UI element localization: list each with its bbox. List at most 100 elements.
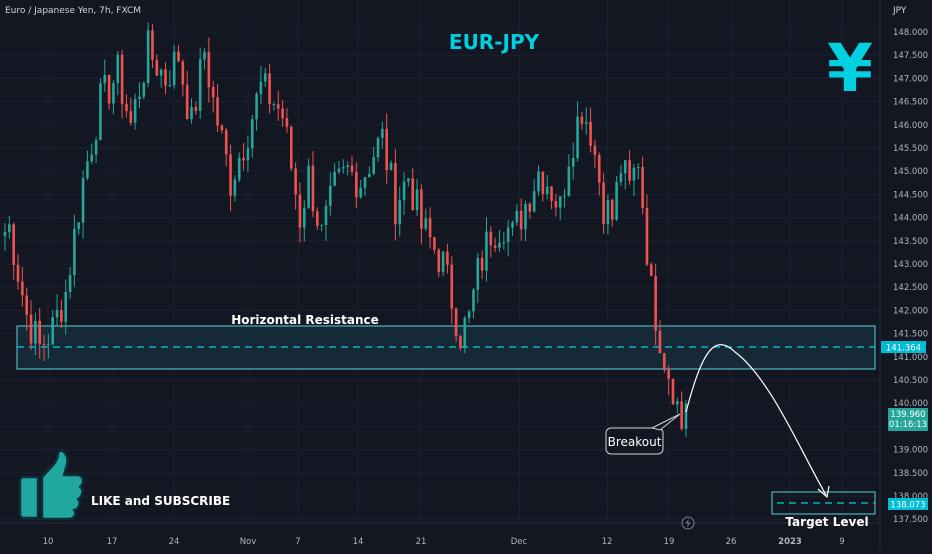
candle-body xyxy=(437,249,441,272)
time-axis[interactable]: 10 17 24 Nov 7 14 21 Dec 12 19 26 2023 9 xyxy=(43,537,845,547)
candle-body xyxy=(112,83,115,104)
time-tick-label: 12 xyxy=(602,537,613,547)
candle-body xyxy=(541,171,545,195)
candle-body xyxy=(459,336,462,349)
candle-body xyxy=(181,61,185,85)
symbol-header[interactable]: Euro / Japanese Yen, 7h, FXCM xyxy=(5,6,141,16)
candle-body xyxy=(337,168,341,172)
candle-body xyxy=(645,208,649,265)
price-tick-label: 140.500 xyxy=(893,376,928,386)
candle-body xyxy=(229,154,232,196)
candle-body xyxy=(116,54,120,84)
candle-body xyxy=(103,75,107,84)
candle-body xyxy=(394,162,397,225)
candle-body xyxy=(532,191,536,212)
candle-body xyxy=(77,222,81,229)
resistance-price-tag-text: 141.364 xyxy=(886,344,921,354)
candle-body xyxy=(333,171,336,186)
candle-body xyxy=(363,177,367,188)
candle-body xyxy=(316,211,319,226)
candle-body xyxy=(441,251,445,272)
candle-body xyxy=(259,81,263,95)
candle-body xyxy=(8,224,11,232)
candle-body xyxy=(584,121,588,124)
time-tick-label: 21 xyxy=(416,537,427,547)
price-tick-label: 144.500 xyxy=(893,190,928,200)
price-tick-label: 148.000 xyxy=(893,28,928,38)
target-price-tag xyxy=(888,498,928,510)
candle-body xyxy=(177,51,180,62)
candle-body xyxy=(597,155,601,183)
candle-body xyxy=(680,401,683,429)
candle-body xyxy=(60,310,63,322)
candle-body xyxy=(255,94,258,120)
time-tick-label: 17 xyxy=(107,537,118,547)
price-tick-label: 141.500 xyxy=(893,330,928,340)
thumbs-up-icon xyxy=(18,449,85,521)
lightning-icon[interactable] xyxy=(681,516,695,530)
resistance-price-tag xyxy=(881,341,926,353)
candle-body xyxy=(320,225,323,227)
candle-body xyxy=(99,83,102,141)
candle-body xyxy=(250,119,254,149)
yen-symbol-icon: ¥ xyxy=(827,30,873,107)
candle-body xyxy=(190,106,193,120)
candle-body xyxy=(125,103,128,112)
candle-body xyxy=(68,275,72,292)
candle-body xyxy=(346,165,349,168)
candle-body xyxy=(281,108,284,119)
candle-body xyxy=(389,162,393,171)
candle-body xyxy=(55,310,59,318)
candle-body xyxy=(567,166,571,196)
resistance-label: Horizontal Resistance xyxy=(231,313,379,327)
candle-body xyxy=(593,145,597,156)
price-tick-label: 145.500 xyxy=(893,144,928,154)
candle-body xyxy=(42,343,46,346)
projection-curve xyxy=(685,344,827,496)
candle-body xyxy=(615,182,618,220)
candle-body xyxy=(272,104,276,106)
candle-body xyxy=(515,210,519,223)
candle-body xyxy=(298,194,302,228)
candle-body xyxy=(498,242,501,248)
like-subscribe-label: LIKE and SUBSCRIBE xyxy=(91,494,230,508)
time-tick-label: 26 xyxy=(726,537,737,547)
candle-body xyxy=(376,137,380,158)
candle-body xyxy=(506,227,510,243)
candle-body xyxy=(159,69,163,76)
candle-body xyxy=(428,218,432,238)
candle-body xyxy=(142,82,146,97)
candle-body xyxy=(623,160,627,174)
time-tick-label: 24 xyxy=(169,537,180,547)
price-tick-label: 146.500 xyxy=(893,98,928,108)
candle-body xyxy=(663,353,666,370)
price-axis[interactable]: 148.000 147.500 147.000 146.500 146.000 145.5… xyxy=(893,28,928,525)
candle-body xyxy=(138,96,141,100)
candle-body xyxy=(185,84,189,120)
candle-body xyxy=(350,165,354,173)
candle-body xyxy=(233,179,237,196)
candle-body xyxy=(476,257,480,290)
candle-body xyxy=(268,73,271,105)
price-tick-label: 140.000 xyxy=(893,399,928,409)
candle-body xyxy=(545,186,549,195)
candle-body xyxy=(415,189,419,210)
candle-body xyxy=(632,167,636,181)
candle-body xyxy=(649,264,653,276)
candle-body xyxy=(355,172,358,198)
candle-body xyxy=(610,199,614,220)
candle-body xyxy=(433,237,436,250)
candle-body xyxy=(12,224,15,265)
candle-body xyxy=(311,165,315,212)
candle-body xyxy=(289,126,293,169)
candle-body xyxy=(676,401,679,405)
price-tick-label: 138.500 xyxy=(893,469,928,479)
candle-body xyxy=(207,51,211,88)
candle-body xyxy=(285,118,289,127)
candle-body xyxy=(571,158,575,167)
candle-body xyxy=(151,30,154,60)
candlestick-series xyxy=(3,22,688,437)
candle-body xyxy=(502,242,506,244)
